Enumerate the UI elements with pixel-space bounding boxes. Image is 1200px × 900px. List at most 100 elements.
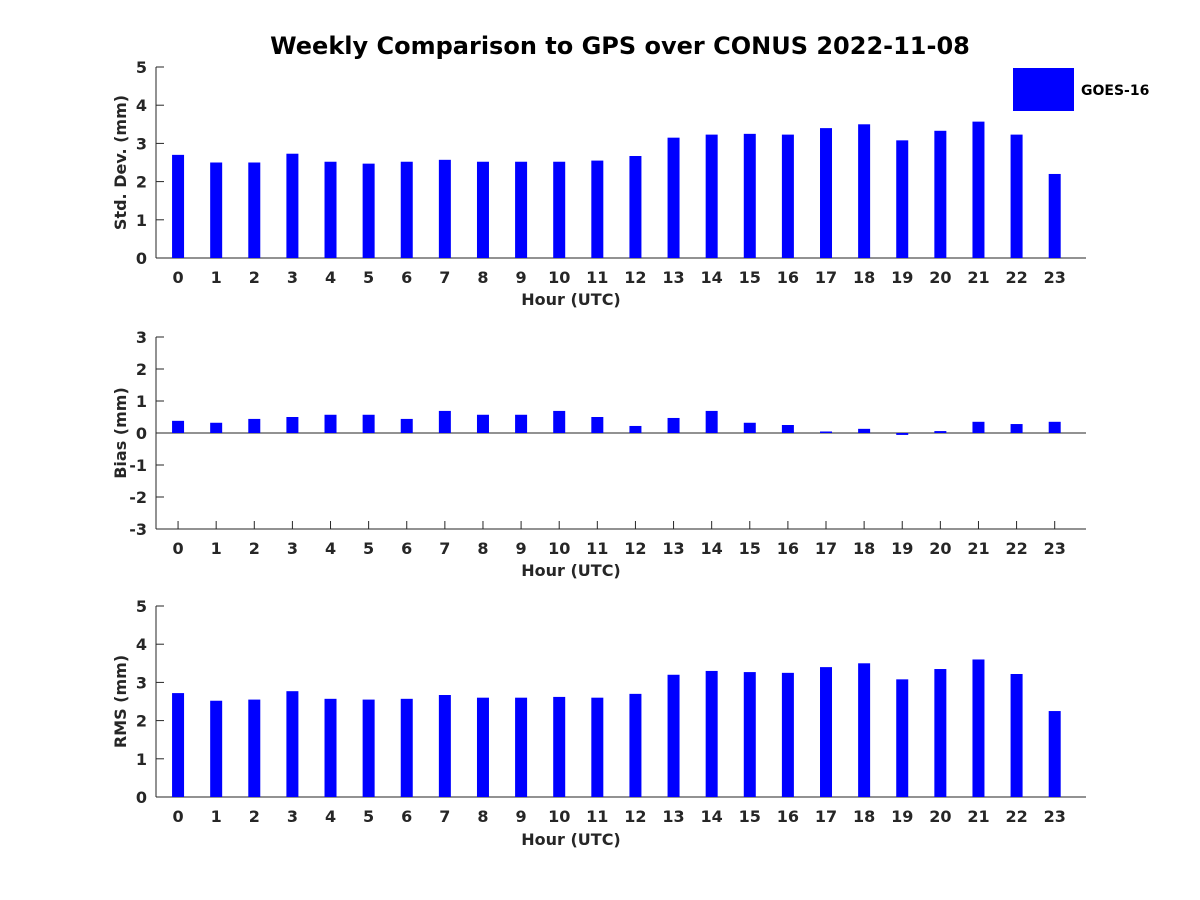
x-tick-label: 6 bbox=[401, 807, 412, 826]
x-tick-label: 8 bbox=[477, 268, 488, 287]
bar-hour-22 bbox=[1010, 424, 1023, 433]
y-axis-label: RMS (mm) bbox=[111, 655, 130, 748]
bar-hour-1 bbox=[210, 422, 223, 433]
y-tick-label: 2 bbox=[136, 712, 147, 731]
bar-hour-5 bbox=[362, 699, 375, 797]
x-tick-label: 1 bbox=[211, 539, 222, 558]
x-tick-label: 1 bbox=[211, 807, 222, 826]
bar-hour-5 bbox=[362, 163, 375, 258]
bar-hour-15 bbox=[743, 672, 756, 797]
bar-hour-10 bbox=[553, 161, 566, 258]
bar-hour-4 bbox=[324, 698, 337, 797]
x-axis-label: Hour (UTC) bbox=[521, 290, 621, 309]
bar-hour-14 bbox=[705, 670, 718, 797]
bar-hour-6 bbox=[400, 698, 413, 797]
x-tick-label: 4 bbox=[325, 268, 336, 287]
bar-hour-3 bbox=[286, 153, 299, 258]
y-tick-label: -2 bbox=[129, 488, 147, 507]
y-axis-label: Bias (mm) bbox=[111, 387, 130, 479]
x-tick-label: 22 bbox=[1005, 539, 1027, 558]
bar-hour-7 bbox=[438, 695, 451, 797]
x-tick-label: 2 bbox=[249, 807, 260, 826]
x-tick-label: 20 bbox=[929, 268, 951, 287]
bar-hour-0 bbox=[172, 693, 185, 797]
bar-hour-11 bbox=[591, 417, 604, 433]
x-tick-label: 9 bbox=[516, 807, 527, 826]
x-tick-label: 19 bbox=[891, 807, 913, 826]
y-tick-label: 3 bbox=[136, 328, 147, 347]
bar-hour-15 bbox=[743, 422, 756, 433]
bar-hour-7 bbox=[438, 410, 451, 433]
x-tick-label: 6 bbox=[401, 268, 412, 287]
x-tick-label: 14 bbox=[701, 268, 723, 287]
x-tick-label: 12 bbox=[624, 268, 646, 287]
y-tick-label: 3 bbox=[136, 134, 147, 153]
bar-hour-13 bbox=[667, 417, 680, 433]
x-tick-label: 3 bbox=[287, 807, 298, 826]
x-tick-label: 13 bbox=[662, 268, 684, 287]
bar-hour-4 bbox=[324, 414, 337, 433]
x-tick-label: 11 bbox=[586, 539, 608, 558]
bar-hour-3 bbox=[286, 691, 299, 797]
x-tick-label: 0 bbox=[172, 539, 183, 558]
x-tick-label: 0 bbox=[172, 268, 183, 287]
x-tick-label: 23 bbox=[1044, 268, 1066, 287]
y-tick-label: 0 bbox=[136, 424, 147, 443]
x-tick-label: 13 bbox=[662, 539, 684, 558]
x-tick-label: 8 bbox=[477, 807, 488, 826]
x-tick-label: 12 bbox=[624, 807, 646, 826]
y-axis-label: Std. Dev. (mm) bbox=[111, 95, 130, 230]
x-tick-label: 16 bbox=[777, 539, 799, 558]
bar-hour-0 bbox=[172, 420, 185, 433]
y-tick-label: 4 bbox=[136, 635, 147, 654]
x-tick-label: 7 bbox=[439, 539, 450, 558]
x-tick-label: 20 bbox=[929, 807, 951, 826]
bar-hour-1 bbox=[210, 700, 223, 797]
y-tick-label: 5 bbox=[136, 58, 147, 77]
x-tick-label: 16 bbox=[777, 268, 799, 287]
x-tick-label: 10 bbox=[548, 539, 570, 558]
x-tick-label: 12 bbox=[624, 539, 646, 558]
x-tick-label: 0 bbox=[172, 807, 183, 826]
bar-hour-19 bbox=[896, 679, 909, 797]
bar-hour-19 bbox=[896, 140, 909, 258]
bar-hour-16 bbox=[781, 134, 794, 258]
x-tick-label: 2 bbox=[249, 539, 260, 558]
bar-hour-21 bbox=[972, 659, 985, 797]
bar-hour-14 bbox=[705, 410, 718, 433]
bar-hour-12 bbox=[629, 693, 642, 797]
bar-hour-18 bbox=[858, 428, 871, 433]
bar-hour-19 bbox=[896, 433, 909, 435]
bar-hour-4 bbox=[324, 161, 337, 258]
x-tick-label: 6 bbox=[401, 539, 412, 558]
bar-hour-7 bbox=[438, 159, 451, 258]
bar-hour-3 bbox=[286, 417, 299, 433]
x-tick-label: 14 bbox=[701, 539, 723, 558]
y-tick-label: 3 bbox=[136, 673, 147, 692]
bar-hour-11 bbox=[591, 160, 604, 258]
bar-hour-22 bbox=[1010, 673, 1023, 797]
x-tick-label: 16 bbox=[777, 807, 799, 826]
bar-hour-20 bbox=[934, 669, 947, 797]
bar-hour-2 bbox=[248, 418, 261, 433]
x-tick-label: 21 bbox=[967, 539, 989, 558]
x-tick-label: 7 bbox=[439, 807, 450, 826]
x-tick-label: 18 bbox=[853, 539, 875, 558]
y-tick-label: 1 bbox=[136, 750, 147, 769]
x-tick-label: 23 bbox=[1044, 807, 1066, 826]
bar-hour-13 bbox=[667, 137, 680, 258]
x-tick-label: 21 bbox=[967, 807, 989, 826]
x-tick-label: 9 bbox=[516, 268, 527, 287]
x-tick-label: 23 bbox=[1044, 539, 1066, 558]
bar-hour-17 bbox=[820, 667, 833, 797]
bar-hour-20 bbox=[934, 431, 947, 433]
x-tick-label: 3 bbox=[287, 539, 298, 558]
bar-hour-23 bbox=[1048, 711, 1061, 797]
bar-hour-12 bbox=[629, 156, 642, 258]
bar-hour-0 bbox=[172, 154, 185, 258]
x-tick-label: 17 bbox=[815, 539, 837, 558]
